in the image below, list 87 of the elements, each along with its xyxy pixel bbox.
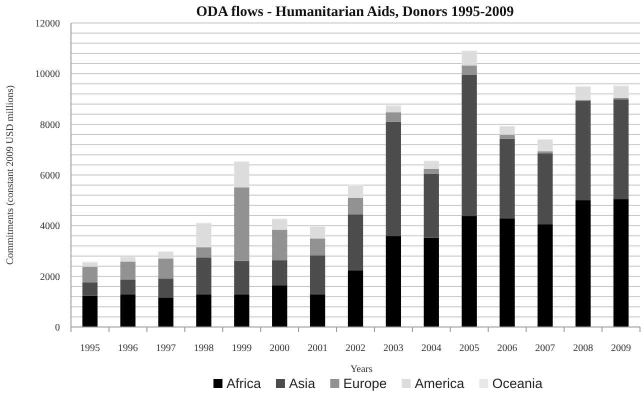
bar [500,138,515,218]
x-tick-label: 2001 [308,343,328,354]
x-tick-label: 2007 [535,343,556,354]
bar [82,266,98,282]
bar [348,186,364,198]
y-tick-label: 12000 [35,18,60,30]
bar [348,198,364,215]
x-tick-label: 2009 [611,343,632,354]
x-tick-label: 2002 [346,343,366,354]
x-tick-label: 1998 [194,343,214,354]
bar [386,106,402,112]
bar [613,86,629,98]
bar [120,262,136,280]
chart-title: ODA flows - Humanitarian Aids, Donors 1995-2009 [196,4,514,20]
bar [120,294,136,327]
y-tick-label: 6000 [40,170,60,182]
bar [196,258,212,294]
x-tick-label: 2003 [383,343,404,354]
bar [500,126,515,135]
x-tick-label: 2006 [497,343,518,354]
bar [272,219,288,230]
bar [424,174,439,238]
bar [196,294,212,327]
x-tick-label: 1997 [156,343,176,354]
bar [310,294,326,327]
bar [462,74,477,216]
y-tick-label: 8000 [40,120,60,131]
bar [424,238,439,327]
legend-label: Africa [226,376,262,391]
legend-label: Oceania [492,376,544,391]
legend-label: Asia [288,376,316,391]
x-axis-title: Years [350,364,373,375]
bar [196,223,212,248]
bar [386,236,402,327]
x-tick-label: 2005 [459,343,480,354]
bar [196,247,212,258]
legend-label: America [414,376,465,391]
legend-label: Europe [343,376,387,391]
bar [82,282,98,296]
bar [158,278,174,298]
x-tick-label: 1999 [232,343,252,354]
bar [538,140,553,152]
bar [158,258,174,279]
bar [613,99,629,200]
bar [82,296,98,327]
bar [613,199,629,327]
bar [310,255,326,294]
bar [234,260,250,294]
bar [272,285,288,327]
bar [82,262,98,267]
bar [272,260,288,286]
bar [348,270,364,327]
bar [576,200,591,327]
bar [348,214,364,270]
bar [462,216,477,327]
bar [500,218,515,327]
bar [576,100,591,200]
bar [386,112,402,122]
x-tick-label: 2008 [573,343,594,354]
y-axis-title: Commitments (constant 2009 USD millions) [5,85,16,265]
y-tick-label: 0 [55,322,60,334]
bar [386,122,402,236]
bar [272,230,288,260]
bar [120,257,136,262]
x-tick-label: 2004 [421,343,442,354]
bar [310,238,326,256]
bar [500,134,515,139]
y-tick-label: 2000 [40,272,60,283]
bar [158,252,174,259]
bar [234,162,250,188]
bar [424,161,439,169]
y-tick-label: 4000 [40,221,60,232]
x-tick-label: 1996 [118,343,138,354]
bar [234,294,250,327]
bar [462,66,477,75]
bar [234,187,250,261]
x-tick-label: 1995 [80,343,100,354]
bar [310,226,326,239]
bar [158,298,174,327]
bar [120,280,136,294]
x-tick-label: 2000 [270,343,290,354]
bar [424,168,439,174]
bar [576,86,591,100]
bar [462,51,477,66]
y-tick-label: 10000 [35,69,60,80]
bar [538,153,553,224]
bar [538,224,553,327]
